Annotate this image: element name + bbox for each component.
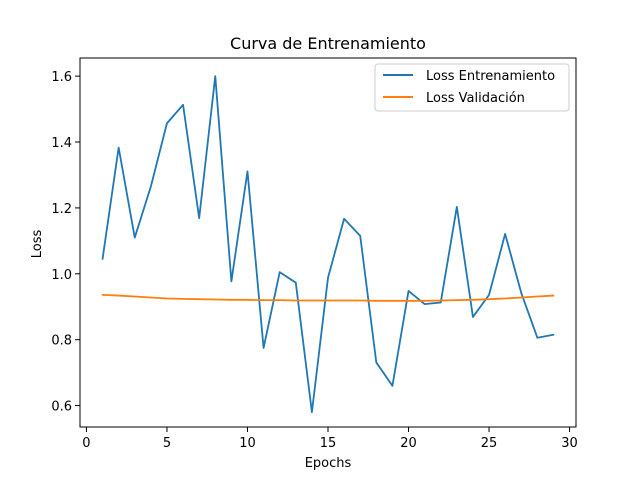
plot-area	[101, 75, 555, 414]
y-axis: 0.6 0.8 1.0 1.2 1.4 1.6	[51, 70, 80, 415]
y-tick-label: 0.6	[51, 400, 72, 415]
y-tick-label: 0.8	[51, 334, 72, 349]
x-axis: 0 5 10 15 20 25 30	[82, 427, 578, 451]
x-tick-label: 0	[82, 436, 90, 451]
legend-label-train: Loss Entrenamiento	[426, 69, 555, 84]
series-line-train	[101, 75, 555, 414]
y-tick-label: 1.0	[51, 268, 72, 283]
legend-box	[374, 63, 570, 112]
x-tick-label: 5	[163, 436, 171, 451]
x-tick-label: 15	[320, 436, 337, 451]
y-axis-label: Loss	[30, 230, 45, 259]
x-axis-label: Epochs	[305, 456, 352, 471]
y-tick-label: 1.6	[51, 70, 72, 85]
legend: Loss Entrenamiento Loss Validación	[374, 63, 570, 112]
legend-label-val: Loss Validación	[426, 91, 525, 106]
y-tick-label: 1.2	[51, 202, 72, 217]
x-tick-label: 25	[481, 436, 498, 451]
x-tick-label: 30	[561, 436, 578, 451]
chart-title: Curva de Entrenamiento	[230, 34, 426, 53]
x-tick-label: 10	[239, 436, 256, 451]
y-tick-label: 1.4	[51, 136, 72, 151]
series-line-val	[101, 293, 555, 302]
x-tick-label: 20	[400, 436, 417, 451]
